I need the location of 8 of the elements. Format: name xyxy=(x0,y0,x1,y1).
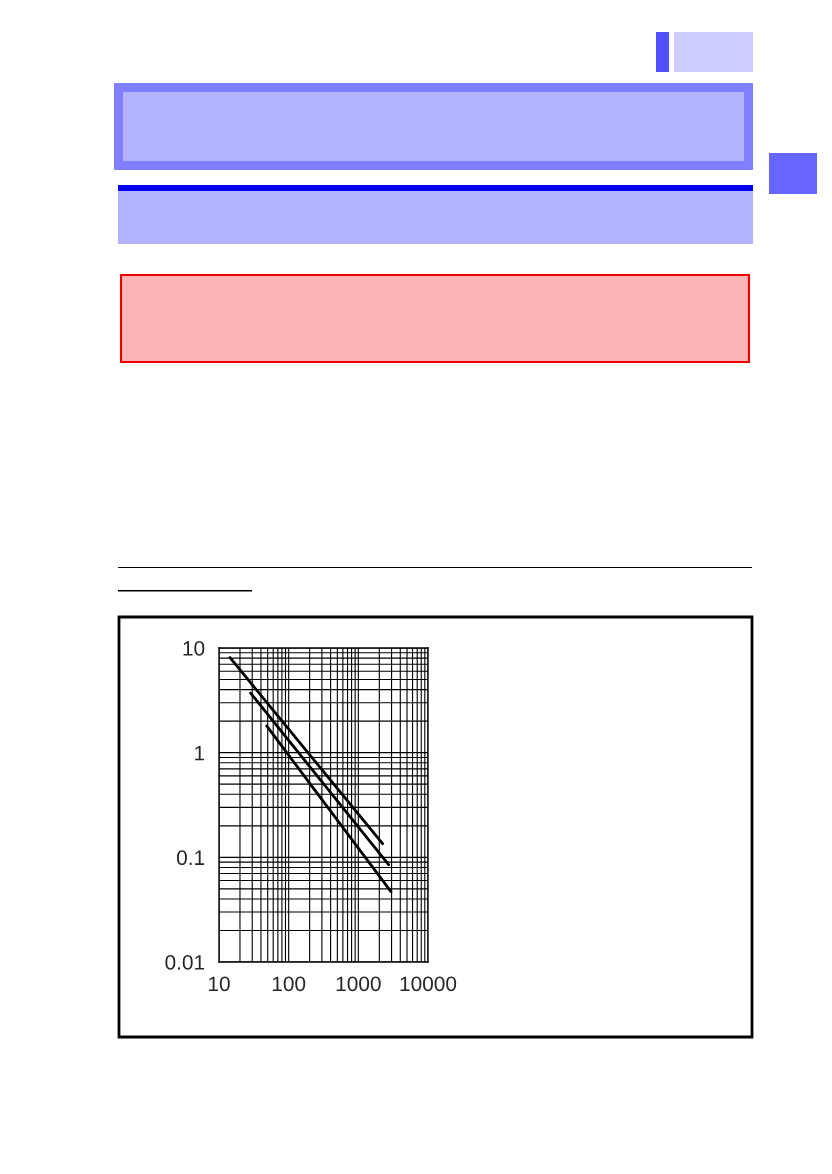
y-tick-label: 0.01 xyxy=(165,955,205,970)
y-tick-label: 1 xyxy=(195,745,205,761)
x-tick-label: 10 xyxy=(209,976,230,992)
x-tick-label: 1000 xyxy=(336,976,381,992)
y-tick-label: 0.1 xyxy=(176,850,205,866)
y-tick-label: 10 xyxy=(183,641,205,656)
x-tick-label: 100 xyxy=(272,976,306,992)
x-tick-label: 10000 xyxy=(400,976,457,992)
